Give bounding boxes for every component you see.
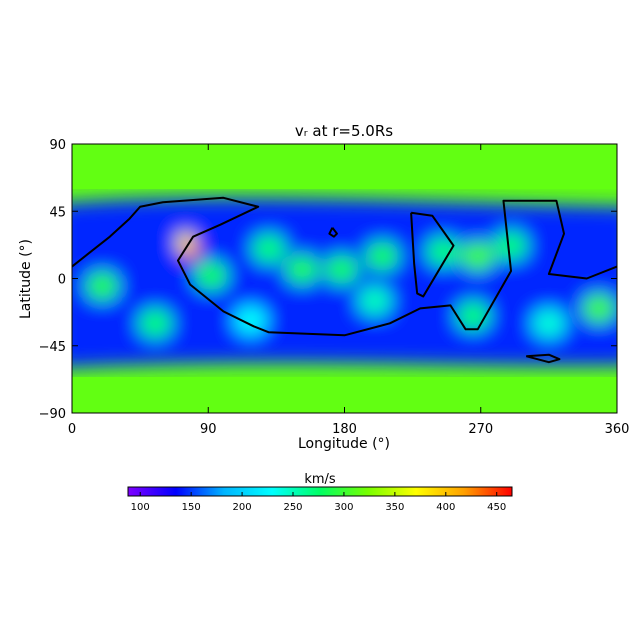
colorbar	[127, 486, 513, 497]
x-tick-label: 90	[200, 422, 217, 437]
speed-feature	[285, 254, 320, 285]
x-tick-label: 0	[68, 422, 76, 437]
chart-title: vᵣ at r=5.0Rs	[295, 122, 393, 140]
speed-feature	[460, 241, 495, 272]
colorbar-tick-label: 200	[233, 502, 252, 513]
contour-line	[410, 211, 455, 298]
y-tick-label: −90	[39, 407, 66, 422]
speed-feature	[194, 260, 229, 291]
colorbar-tick-label: 250	[283, 502, 302, 513]
colorbar-tick-label: 300	[334, 502, 353, 513]
speed-feature	[365, 241, 400, 272]
speed-feature	[357, 285, 392, 316]
y-tick-label: 45	[49, 205, 66, 220]
colorbar-tick-label: 100	[131, 502, 150, 513]
colorbar-label: km/s	[304, 472, 336, 487]
x-tick-label: 180	[332, 422, 357, 437]
speed-feature	[138, 308, 173, 339]
contour-line	[328, 227, 338, 238]
speed-feature	[85, 270, 120, 301]
speed-feature	[531, 308, 566, 339]
contour-line	[72, 196, 617, 337]
speed-feature	[251, 233, 286, 264]
colorbar-tick-label: 400	[436, 502, 455, 513]
colorbar-tick-label: 350	[385, 502, 404, 513]
x-axis-label: Longitude (°)	[298, 436, 390, 452]
y-tick-label: −45	[39, 340, 66, 355]
x-tick-label: 270	[468, 422, 493, 437]
contour-line	[525, 353, 561, 364]
x-tick-label: 360	[605, 422, 630, 437]
speed-feature	[176, 231, 195, 254]
speed-feature	[494, 230, 529, 261]
y-axis-label: Latitude (°)	[18, 239, 34, 319]
colorbar-tick-label: 450	[487, 502, 506, 513]
y-tick-label: 0	[58, 273, 66, 288]
y-tick-label: 90	[49, 138, 66, 153]
speed-feature	[581, 293, 616, 324]
map-area	[72, 144, 617, 413]
speed-feature	[324, 254, 359, 285]
colorbar-tick-label: 150	[182, 502, 201, 513]
